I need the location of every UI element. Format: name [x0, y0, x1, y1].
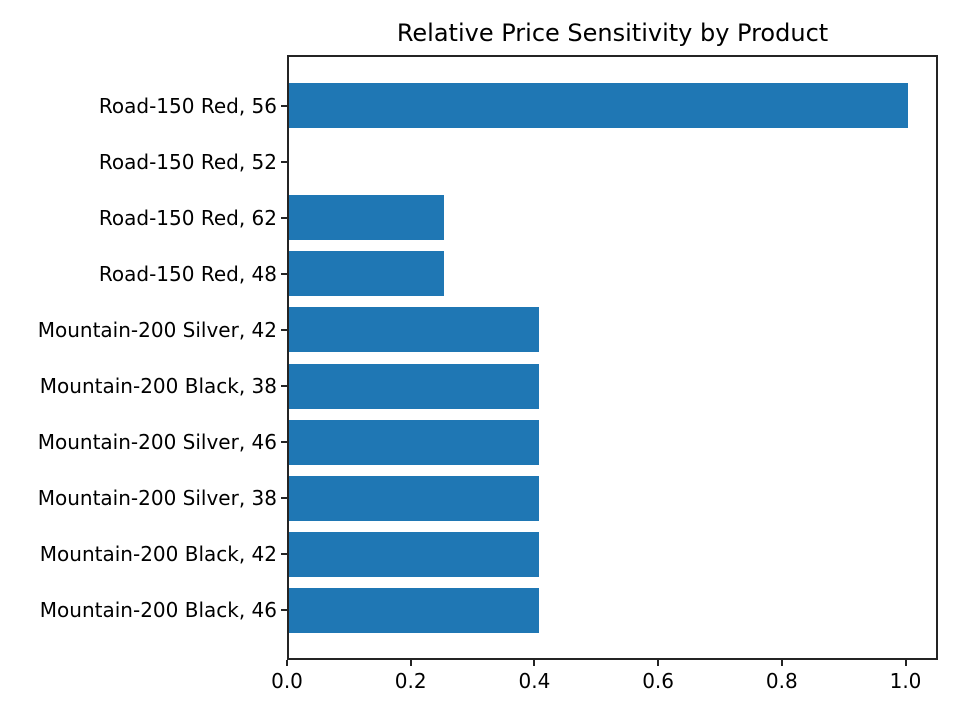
y-tick-mark	[281, 553, 287, 556]
x-tick-mark	[409, 660, 412, 666]
y-tick-label: Mountain-200 Silver, 38	[37, 486, 277, 511]
bar	[289, 363, 540, 409]
bar	[289, 251, 444, 297]
y-tick-label: Road-150 Red, 56	[98, 93, 277, 118]
y-tick-label: Mountain-200 Black, 46	[39, 598, 277, 623]
y-tick-label: Mountain-200 Black, 42	[39, 542, 277, 567]
x-tick-mark	[286, 660, 288, 666]
bar	[289, 195, 444, 241]
plot-area	[287, 55, 938, 660]
y-tick-mark	[281, 497, 287, 500]
y-tick-label: Road-150 Red, 52	[98, 149, 277, 174]
bar	[289, 475, 540, 521]
y-tick-mark	[281, 216, 287, 219]
y-tick-label: Road-150 Red, 48	[98, 261, 277, 286]
y-tick-mark	[281, 160, 287, 163]
y-tick-label: Mountain-200 Black, 38	[39, 374, 277, 398]
y-tick-mark	[281, 441, 287, 444]
y-tick-mark	[281, 272, 287, 275]
x-tick-label: 0.6	[642, 669, 674, 693]
bar	[289, 531, 540, 577]
x-tick-mark	[904, 660, 907, 666]
bar	[289, 419, 540, 465]
x-tick-mark	[780, 660, 783, 666]
y-tick-label: Mountain-200 Silver, 42	[37, 317, 277, 342]
x-tick-label: 1.0	[889, 669, 922, 693]
bar	[289, 83, 908, 128]
x-tick-label: 0.8	[765, 669, 798, 693]
x-tick-label: 0.4	[518, 669, 551, 693]
x-tick-label: 0.0	[271, 669, 303, 693]
bar	[289, 587, 540, 633]
x-tick-mark	[657, 660, 660, 666]
x-tick-label: 0.2	[394, 669, 427, 693]
y-tick-label: Road-150 Red, 62	[98, 205, 277, 230]
bar	[289, 307, 540, 353]
y-tick-mark	[281, 609, 287, 612]
y-tick-label: Mountain-200 Silver, 46	[37, 430, 277, 455]
chart-title: Relative Price Sensitivity by Product	[396, 19, 829, 47]
y-tick-mark	[281, 328, 287, 331]
y-tick-mark	[281, 385, 287, 387]
y-tick-mark	[281, 104, 287, 107]
x-tick-mark	[533, 660, 536, 666]
